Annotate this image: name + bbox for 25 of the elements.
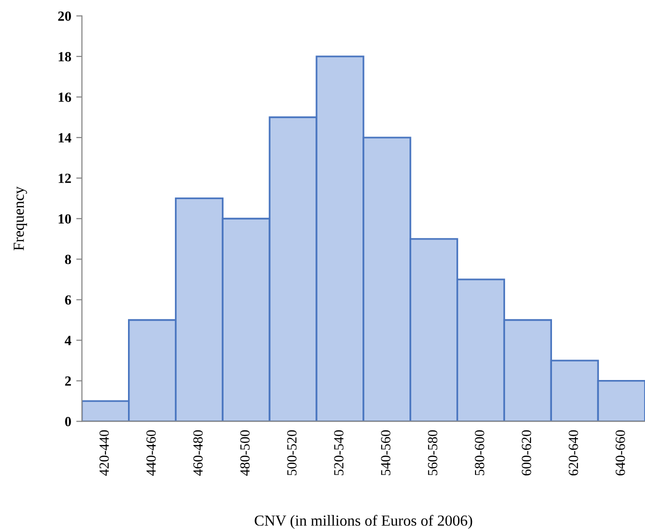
x-tick-label: 540-560 <box>381 430 390 476</box>
y-axis-title: Frequency <box>14 186 28 250</box>
y-tick-label: 6 <box>65 295 72 305</box>
y-tick-label: 0 <box>65 416 71 426</box>
y-tick-label: 20 <box>58 11 71 21</box>
x-tick-label: 620-640 <box>568 430 578 476</box>
x-tick-label: 500-520 <box>287 430 297 476</box>
x-tick-label: 600-620 <box>522 430 532 476</box>
x-tick-label: 460-480 <box>193 430 203 476</box>
y-tick-label: 4 <box>64 336 72 346</box>
y-tick-label: 8 <box>65 254 72 264</box>
y-tick-label: 10 <box>58 214 71 224</box>
x-tick-label: 520-540 <box>334 430 344 476</box>
y-tick-label: 18 <box>58 52 72 62</box>
x-tick-label: 420-440 <box>99 430 109 476</box>
x-tick-label: 440-460 <box>146 430 156 476</box>
x-tick-label: 640-660 <box>616 430 626 476</box>
x-axis-title: CNV (in millions of Euros of 2006) <box>254 514 472 529</box>
y-tick-label: 14 <box>58 133 72 142</box>
x-tick-label: 560-580 <box>428 430 438 476</box>
x-tick-label: 480-500 <box>240 430 250 476</box>
y-tick-label: 16 <box>58 92 72 102</box>
y-tick-label: 2 <box>65 376 71 386</box>
x-tick-label: 580-600 <box>474 430 484 476</box>
y-tick-label: 12 <box>58 174 71 183</box>
